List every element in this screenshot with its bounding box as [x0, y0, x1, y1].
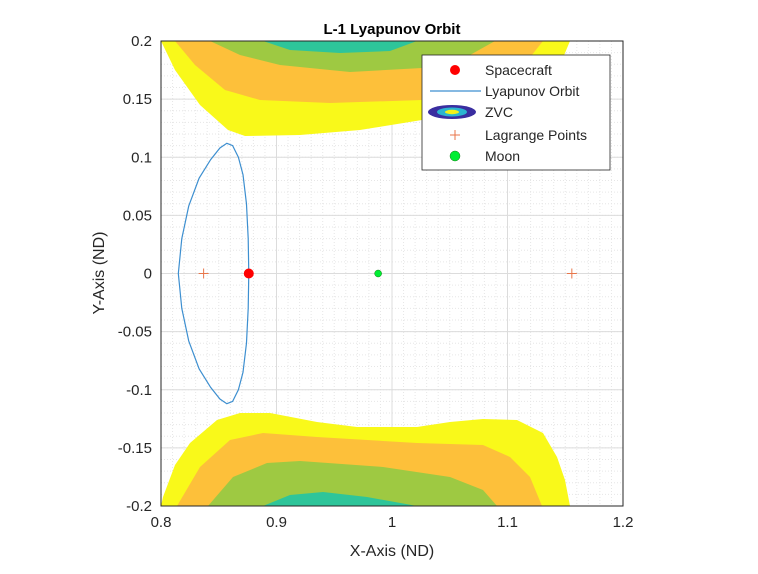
y-tick-label: -0.15 — [118, 440, 152, 457]
legend-zvc-swatch-inner — [445, 109, 459, 115]
zvc-region-bottom — [208, 461, 497, 506]
legend-lagrange: Lagrange Points — [485, 127, 587, 143]
legend-spacecraft-marker — [450, 65, 460, 75]
legend-spacecraft: Spacecraft — [485, 62, 552, 78]
zvc-region-bottom — [263, 492, 417, 506]
lagrange-point-marker — [566, 268, 577, 279]
legend-lagrange-marker — [450, 130, 460, 140]
spacecraft-marker — [243, 268, 254, 279]
tick-labels: 0.8 0.9 1 1.1 1.2 0.2 0.15 0.1 0.05 0 -0.05 -0.1 -0.… — [118, 33, 634, 531]
legend-moon: Moon — [485, 148, 520, 164]
y-tick-label: -0.2 — [126, 498, 152, 515]
x-tick-label: 0.9 — [266, 514, 287, 531]
y-tick-label: 0.15 — [123, 91, 152, 108]
y-tick-label: 0 — [144, 266, 152, 283]
x-axis-label: X-Axis (ND) — [350, 543, 434, 560]
legend-orbit: Lyapunov Orbit — [485, 83, 580, 99]
x-tick-label: 0.8 — [151, 514, 172, 531]
legend-moon-marker — [449, 150, 461, 162]
lagrange-point-marker — [198, 268, 209, 279]
x-tick-label: 1 — [388, 514, 396, 531]
y-axis-label: Y-Axis (ND) — [91, 232, 108, 315]
moon-marker — [374, 269, 382, 278]
y-tick-label: -0.05 — [118, 324, 152, 341]
axes-box — [160, 40, 624, 507]
x-tick-label: 1.2 — [613, 514, 634, 531]
x-tick-label: 1.1 — [497, 514, 518, 531]
markers — [198, 268, 577, 279]
y-tick-label: 0.05 — [123, 207, 152, 224]
legend[interactable]: Spacecraft Lyapunov Orbit ZVC Lagrange P… — [421, 54, 611, 171]
y-tick-label: 0.1 — [131, 149, 152, 166]
lyapunov-orbit-line — [177, 142, 250, 405]
zvc-region-top — [263, 41, 417, 53]
y-tick-label: -0.1 — [126, 382, 152, 399]
chart-title: L-1 Lyapunov Orbit — [324, 21, 461, 38]
zvc-contours — [161, 41, 570, 506]
legend-zvc: ZVC — [485, 104, 513, 120]
y-tick-label: 0.2 — [131, 33, 152, 50]
